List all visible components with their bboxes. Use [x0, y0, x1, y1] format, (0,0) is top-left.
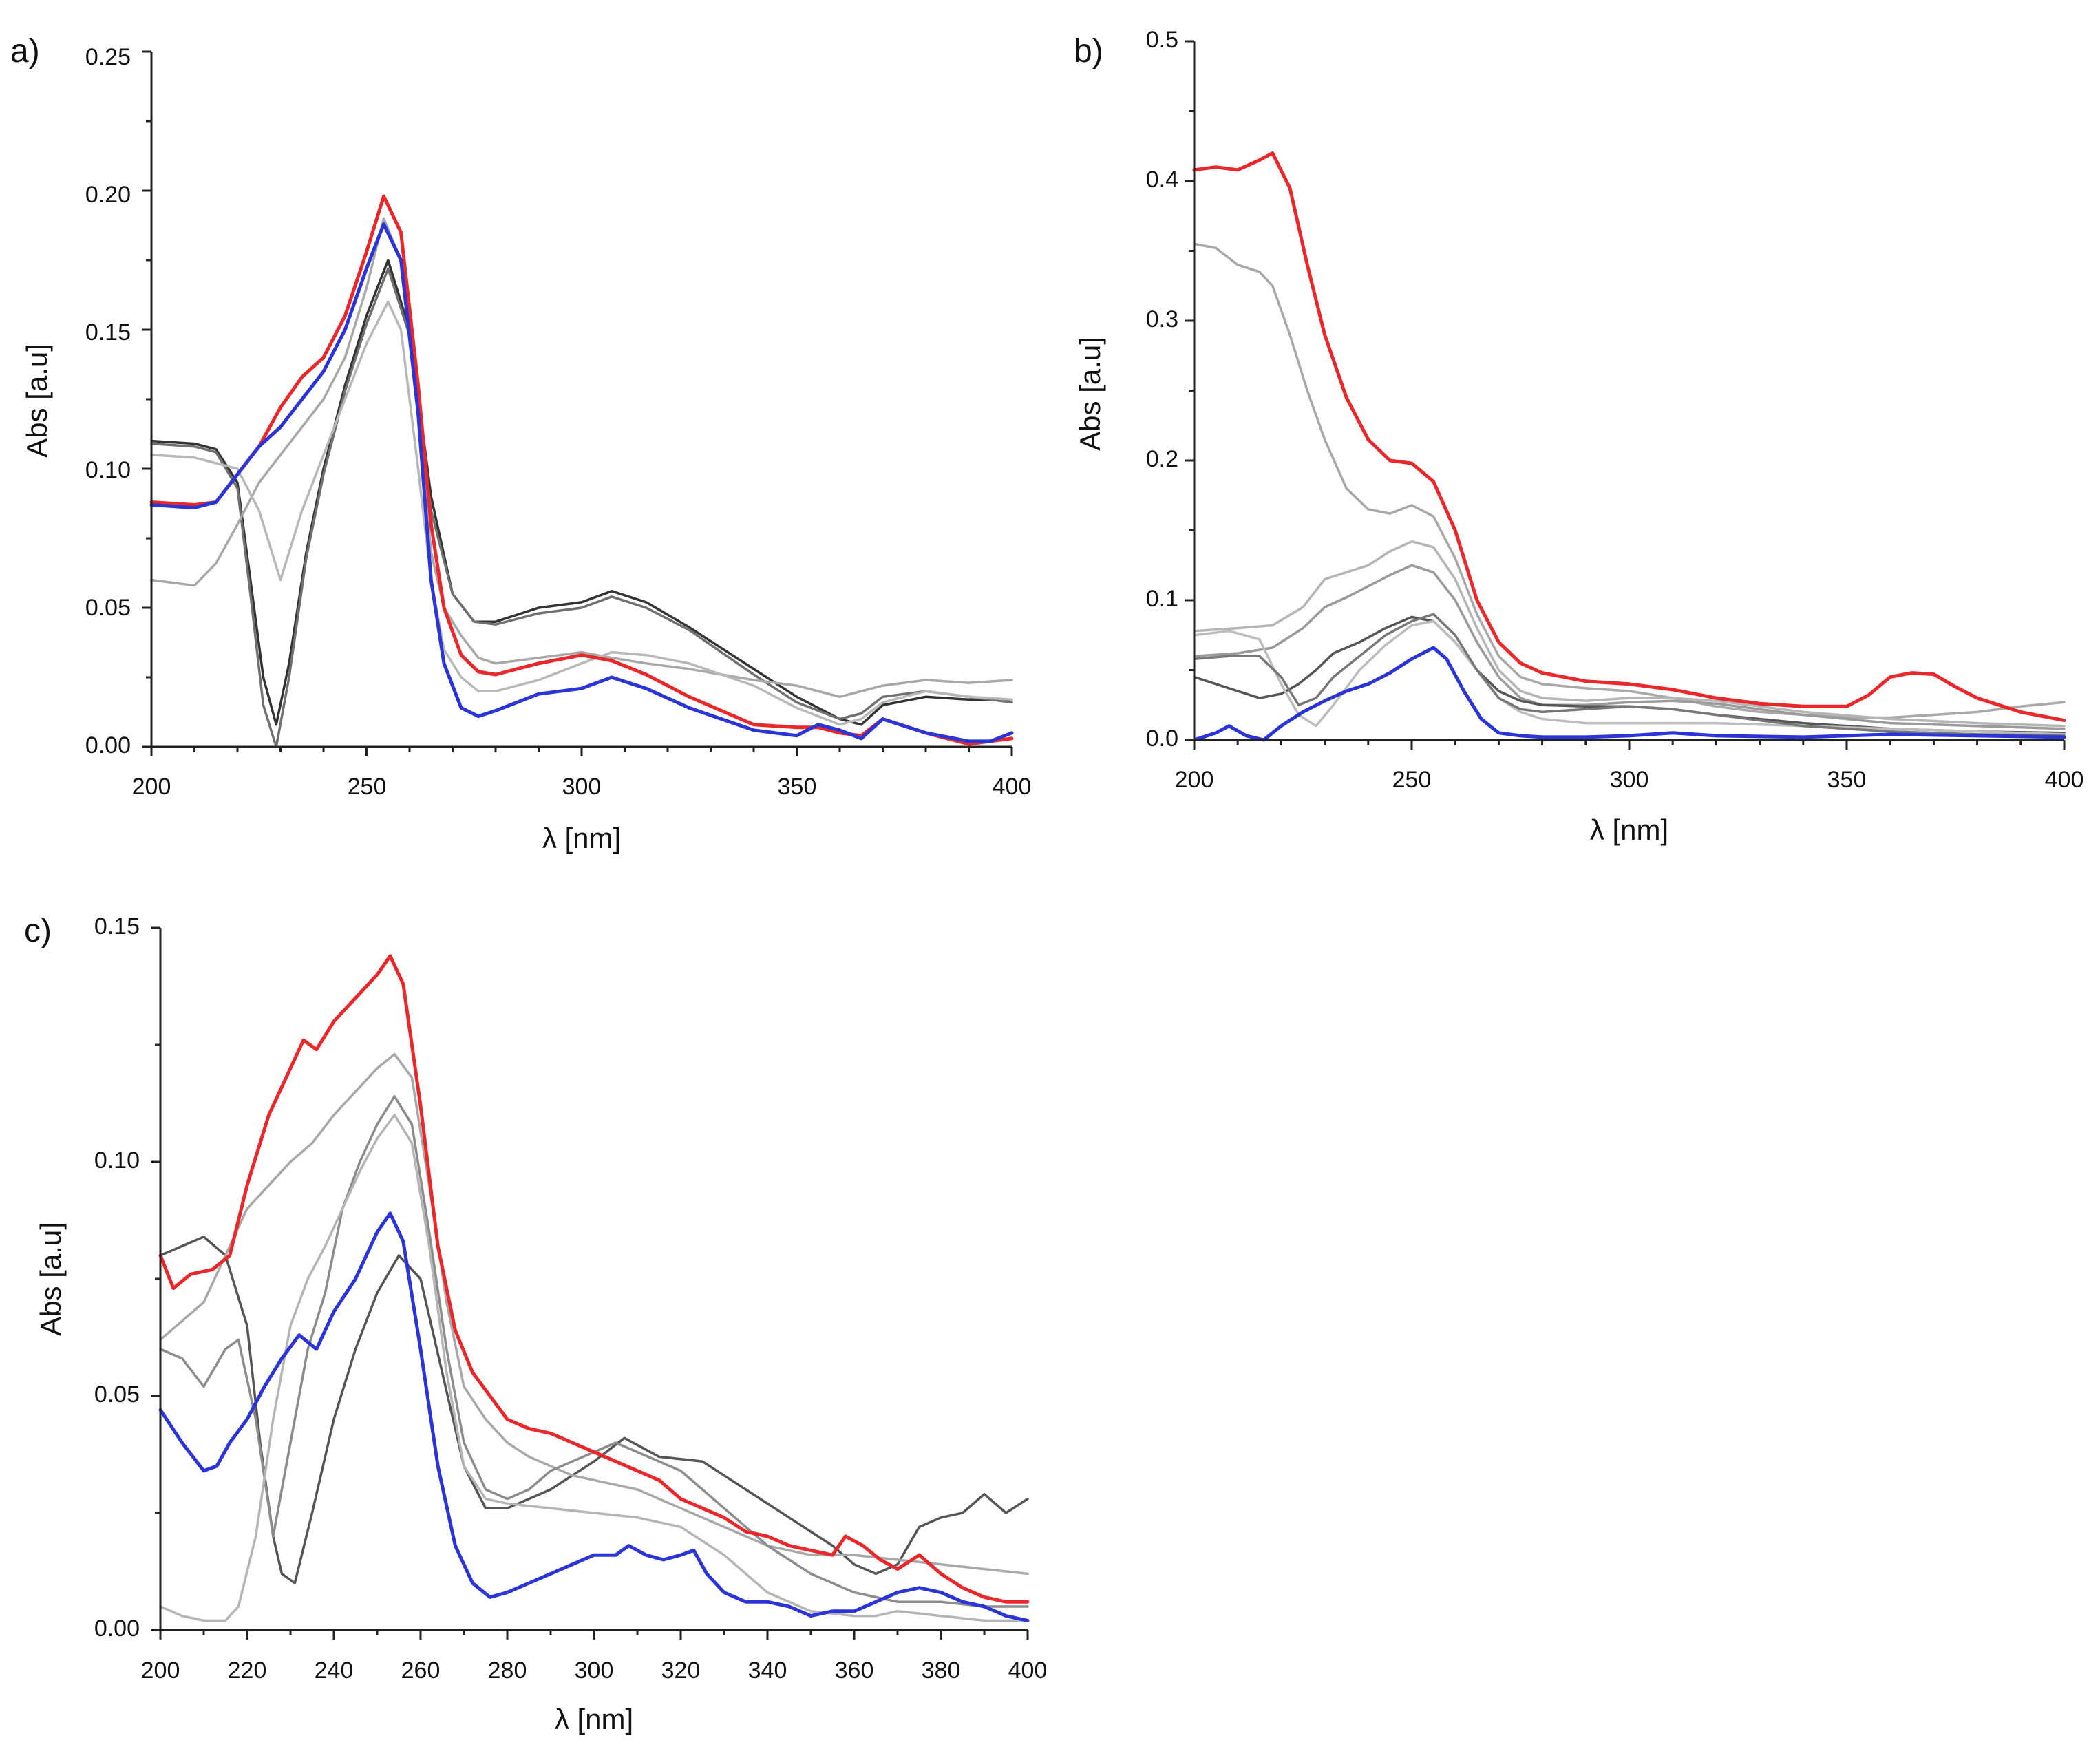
panel-c-series [158, 954, 1030, 1622]
panel-b-xtick-1: 250 [1392, 767, 1432, 793]
panel-a-ytick-4: 0.20 [85, 182, 131, 208]
panel-b-ytick-0: 0.0 [1146, 725, 1178, 752]
panel-b-y-axis-title: Abs [a.u] [1074, 337, 1106, 451]
panel-b-series-gray-5 [1193, 619, 2066, 736]
panel-c-xtick-5: 300 [575, 1657, 614, 1684]
panel-b-series-gray-1 [1193, 242, 2066, 719]
panel-a: a) 0.00 0.05 0.10 0.15 0.20 0.25 200 250… [10, 33, 1031, 854]
panel-b-x-axis-title: λ [nm] [1590, 814, 1668, 846]
panel-c-ytick-2: 0.10 [94, 1147, 140, 1174]
panel-a-ytick-2: 0.10 [85, 457, 131, 483]
panel-c-xtick-3: 260 [401, 1657, 441, 1684]
panel-c-series-gray-4 [159, 1114, 1029, 1622]
panel-a-xtick-1: 250 [348, 774, 387, 800]
panel-b-y-ticks: 0.0 0.1 0.2 0.3 0.4 0.5 [1146, 27, 1178, 752]
panel-b-x-ticks: 200 250 300 350 400 [1175, 767, 2084, 793]
panel-a-series-red [149, 194, 1014, 746]
panel-a-y-ticks: 0.00 0.05 0.10 0.15 0.20 0.25 [85, 44, 131, 759]
panel-c-xtick-8: 360 [835, 1657, 874, 1684]
panel-a-series-blue [149, 222, 1014, 743]
panel-c-ytick-1: 0.05 [94, 1381, 140, 1408]
panel-b-series-gray-3 [1193, 564, 2066, 730]
panel-b-ytick-4: 0.4 [1146, 167, 1178, 193]
panel-c-xtick-0: 200 [141, 1657, 180, 1684]
panel-b-ytick-5: 0.5 [1146, 27, 1178, 53]
panel-b-xtick-2: 300 [1610, 767, 1649, 793]
panel-c-y-axis-title: Abs [a.u] [34, 1222, 67, 1336]
panel-b-label: b) [1074, 33, 1103, 70]
panel-c-label: c) [24, 913, 52, 949]
panel-c-x-ticks: 200 220 240 260 280 300 320 340 360 380 … [141, 1657, 1048, 1684]
panel-a-axes [142, 50, 1013, 756]
panel-a-xtick-4: 400 [993, 774, 1032, 800]
panel-c-ytick-3: 0.15 [94, 913, 140, 940]
panel-a-y-axis-title: Abs [a.u] [21, 343, 53, 458]
panel-c-series-gray-1 [159, 1236, 1029, 1584]
panel-c-xtick-4: 280 [488, 1657, 527, 1684]
panel-a-series [149, 194, 1014, 748]
panel-a-xtick-2: 300 [562, 774, 602, 800]
panel-c-series-blue [158, 1211, 1030, 1622]
panel-c-series-gray-2 [159, 1052, 1029, 1576]
panel-b: b) 0.0 0.1 0.2 0.3 0.4 0.5 200 250 300 3… [1074, 27, 2083, 846]
panel-c-axes [151, 926, 1029, 1640]
panel-b-ytick-1: 0.1 [1146, 586, 1178, 612]
panel-c-xtick-9: 380 [922, 1657, 961, 1684]
panel-c-y-ticks: 0.00 0.05 0.10 0.15 [94, 913, 140, 1642]
panel-c-x-axis-title: λ [nm] [555, 1703, 633, 1735]
panel-a-series-gray-4 [150, 300, 1013, 726]
panel-a-label: a) [10, 33, 40, 70]
panel-a-x-axis-title: λ [nm] [542, 822, 621, 854]
panel-b-xtick-0: 200 [1175, 767, 1214, 793]
panel-c-xtick-1: 220 [228, 1657, 267, 1684]
panel-a-xtick-3: 350 [778, 774, 817, 800]
panel-c-xtick-2: 240 [315, 1657, 354, 1684]
panel-b-ytick-2: 0.2 [1146, 446, 1178, 472]
panel-c: c) 0.00 0.05 0.10 0.15 200 220 240 260 2… [24, 913, 1047, 1735]
panel-c-series-red [158, 954, 1030, 1604]
panel-c-xtick-7: 340 [748, 1657, 787, 1684]
panel-c-xtick-6: 320 [661, 1657, 701, 1684]
panel-a-ytick-5: 0.25 [85, 44, 131, 70]
panel-c-xtick-10: 400 [1008, 1657, 1048, 1684]
panel-a-xtick-0: 200 [132, 774, 171, 800]
panel-a-ytick-1: 0.05 [85, 595, 131, 621]
panel-a-series-gray-2 [150, 267, 1013, 748]
panel-b-xtick-4: 400 [2045, 767, 2084, 793]
panel-c-ytick-0: 0.00 [94, 1615, 140, 1642]
panel-b-axes [1185, 40, 2066, 750]
panel-b-xtick-3: 350 [1827, 767, 1867, 793]
panel-a-x-ticks: 200 250 300 350 400 [132, 774, 1032, 800]
panel-a-ytick-0: 0.00 [85, 732, 131, 759]
panel-b-series-red [1192, 151, 2066, 723]
panel-b-series-blue [1192, 646, 2066, 742]
panel-a-ytick-3: 0.15 [85, 319, 131, 346]
panel-b-series [1192, 151, 2066, 742]
panel-b-series-gray-6 [1193, 613, 2066, 737]
panel-b-series-gray-2 [1193, 540, 2066, 728]
panel-c-series-gray-3 [159, 1095, 1029, 1608]
panel-a-series-gray-3 [150, 217, 1013, 699]
panel-b-ytick-3: 0.3 [1146, 306, 1178, 332]
